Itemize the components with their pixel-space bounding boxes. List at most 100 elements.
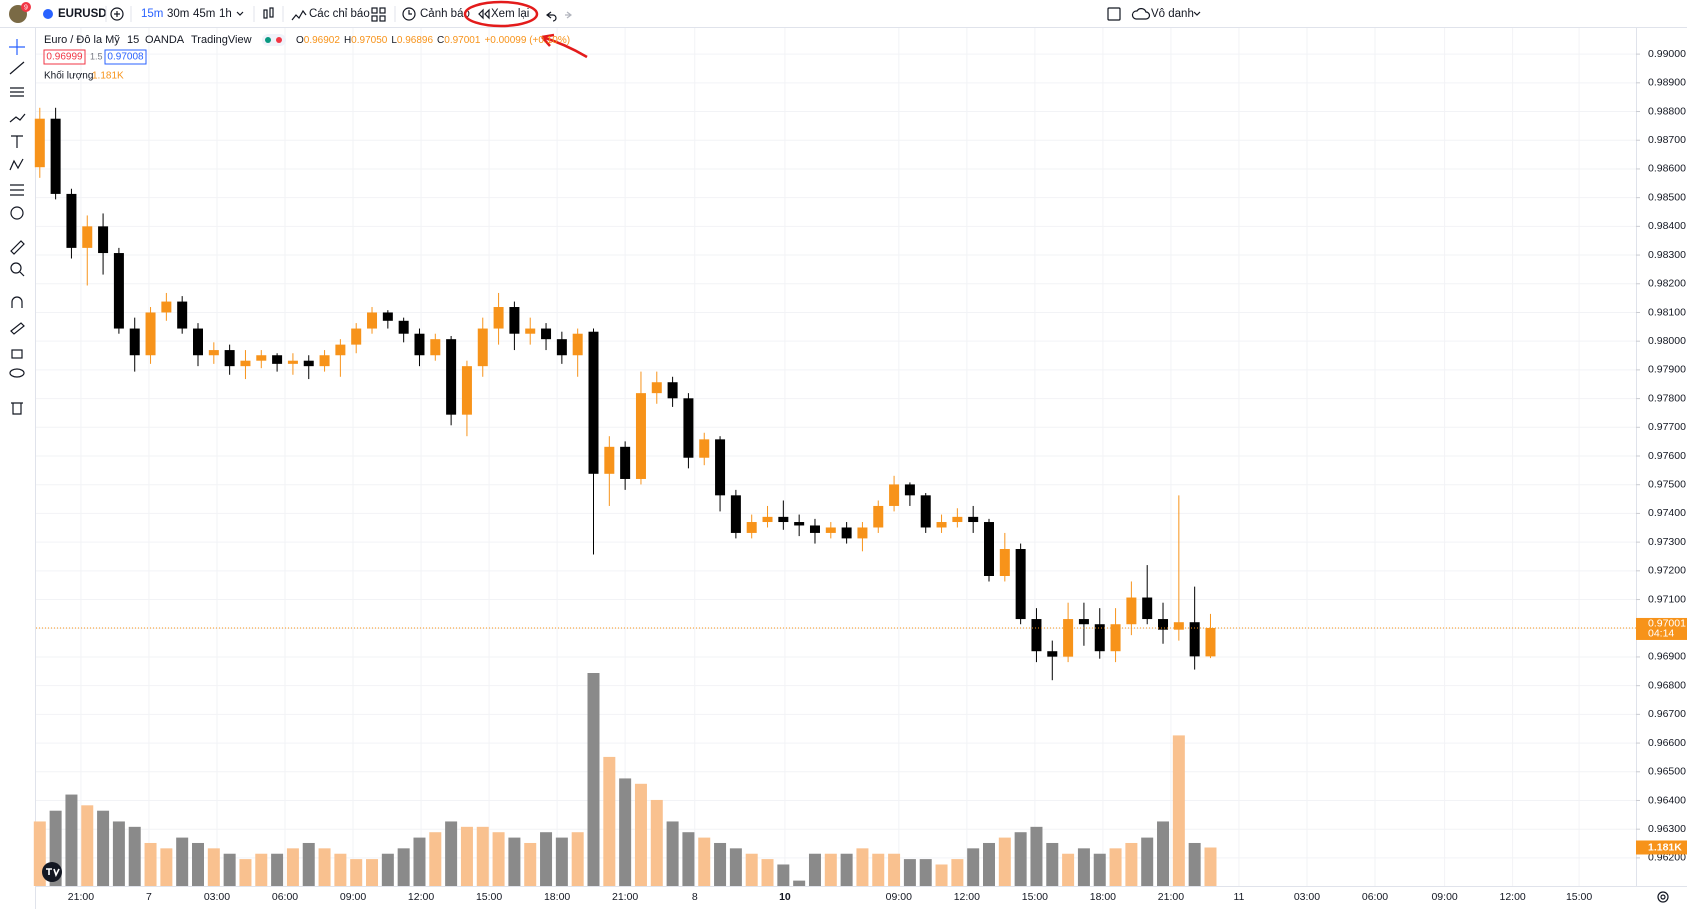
volume-bar xyxy=(714,842,727,886)
x-tick-label: 03:00 xyxy=(1294,891,1320,903)
interval-button[interactable]: 15m xyxy=(141,8,163,20)
volume-bar xyxy=(571,832,584,886)
chart-type-button[interactable] xyxy=(263,7,274,19)
interval-button[interactable]: 30m xyxy=(167,8,189,20)
layout-dropdown[interactable] xyxy=(1193,11,1201,16)
fullscreen-button[interactable] xyxy=(1107,7,1121,21)
candle-body xyxy=(825,527,836,533)
templates-button[interactable] xyxy=(371,7,386,22)
candle-body xyxy=(556,339,567,356)
x-tick-label: 12:00 xyxy=(954,891,980,903)
x-tick-label: 11 xyxy=(1234,891,1245,903)
interval-button[interactable]: 45m xyxy=(193,8,215,20)
candle-body xyxy=(477,328,488,367)
undo-button[interactable] xyxy=(546,11,557,22)
redo-button[interactable] xyxy=(565,11,572,19)
candle-body xyxy=(287,360,298,364)
volume-bar xyxy=(983,842,995,886)
alert-icon[interactable] xyxy=(402,7,416,21)
lock-tool[interactable] xyxy=(11,349,23,359)
x-tick-label: 15:00 xyxy=(1566,891,1592,903)
volume-bar xyxy=(429,832,442,886)
notification-badge xyxy=(21,2,31,12)
y-tick-label: 0.97700 xyxy=(1648,421,1686,433)
grid xyxy=(36,28,1636,886)
x-tick-label: 21:00 xyxy=(68,891,94,903)
delete-tool[interactable] xyxy=(11,402,23,415)
alerts-button[interactable]: Cảnh báo xyxy=(420,8,470,20)
volume-bar xyxy=(334,853,347,886)
volume-bar xyxy=(603,756,616,886)
candle-body xyxy=(604,446,615,474)
layout-name[interactable]: Vô danh xyxy=(1151,8,1194,20)
draw-mode-tool[interactable] xyxy=(10,322,25,335)
fib-tool[interactable] xyxy=(10,87,24,97)
candle-body xyxy=(715,439,726,496)
y-tick-label: 0.97100 xyxy=(1648,593,1686,605)
volume-bar xyxy=(919,859,932,886)
candle-body xyxy=(461,366,472,415)
crosshair-tool[interactable] xyxy=(9,39,25,55)
volume-bar xyxy=(1109,848,1122,886)
x-tick-label: 12:00 xyxy=(1500,891,1526,903)
volume-bar xyxy=(271,853,284,886)
bid-box[interactable] xyxy=(43,49,86,65)
candle-body xyxy=(1031,619,1042,652)
ruler-tool[interactable] xyxy=(10,240,25,255)
candle-body xyxy=(367,312,378,329)
indicators-button[interactable]: Các chỉ báo xyxy=(309,8,370,20)
ask-price[interactable]: 0.97008 xyxy=(107,52,144,63)
trendline-tool[interactable] xyxy=(9,61,25,75)
ask-box[interactable] xyxy=(104,49,147,65)
volume-bar xyxy=(65,794,78,886)
volume-title: Khối lượng xyxy=(44,70,93,82)
replay-icon[interactable] xyxy=(478,8,490,20)
settings-button[interactable] xyxy=(1657,891,1669,903)
y-tick-label: 0.98800 xyxy=(1648,105,1686,117)
ohlc-value: 0.97050 xyxy=(351,35,388,46)
candle-body xyxy=(857,527,868,539)
indicators-icon[interactable] xyxy=(291,9,307,21)
candle-body xyxy=(335,344,346,356)
zoom-tool[interactable] xyxy=(10,262,25,277)
ohlc-value: 0.96902 xyxy=(304,35,341,46)
pattern-tool[interactable] xyxy=(9,113,26,123)
candle-body xyxy=(889,484,900,506)
measure-tool[interactable] xyxy=(10,184,24,196)
candle-body xyxy=(778,516,789,523)
candle-body xyxy=(446,339,457,415)
volume-bar xyxy=(192,842,204,886)
emoji-tool[interactable] xyxy=(10,206,24,220)
volume-bar xyxy=(856,848,869,886)
interval-button[interactable]: 1h xyxy=(219,8,232,20)
candle-body xyxy=(430,339,441,356)
y-tick-label: 0.96300 xyxy=(1648,823,1686,835)
volume-bar xyxy=(840,853,853,886)
magnet-tool[interactable] xyxy=(11,296,23,308)
y-tick-label: 0.96400 xyxy=(1648,794,1686,806)
add-symbol-button[interactable] xyxy=(110,7,124,21)
y-tick-label: 0.97800 xyxy=(1648,392,1686,404)
text-tool[interactable] xyxy=(11,135,23,148)
visibility-tool[interactable] xyxy=(9,368,25,378)
volume-bar xyxy=(824,853,837,886)
symbol[interactable]: EURUSD xyxy=(58,8,107,20)
volume-bar xyxy=(112,821,125,886)
ohlc-value: 0.97001 xyxy=(444,35,481,46)
candle-body xyxy=(984,522,994,576)
volume-bar xyxy=(1030,826,1043,886)
x-tick-label: 18:00 xyxy=(544,891,570,903)
candle-body xyxy=(746,522,757,533)
candle-body xyxy=(683,398,694,458)
interval-dropdown[interactable] xyxy=(236,11,244,16)
ohlc-label: O xyxy=(296,35,304,46)
volume-bar xyxy=(366,859,379,886)
replay-button[interactable]: Xem lại xyxy=(491,8,529,20)
bid-price[interactable]: 0.96999 xyxy=(46,52,83,63)
cloud-icon[interactable] xyxy=(1131,8,1151,20)
legend-interval: 15 xyxy=(127,34,139,46)
volume-value: 1.181K xyxy=(92,71,124,82)
projection-tool[interactable] xyxy=(9,158,24,171)
